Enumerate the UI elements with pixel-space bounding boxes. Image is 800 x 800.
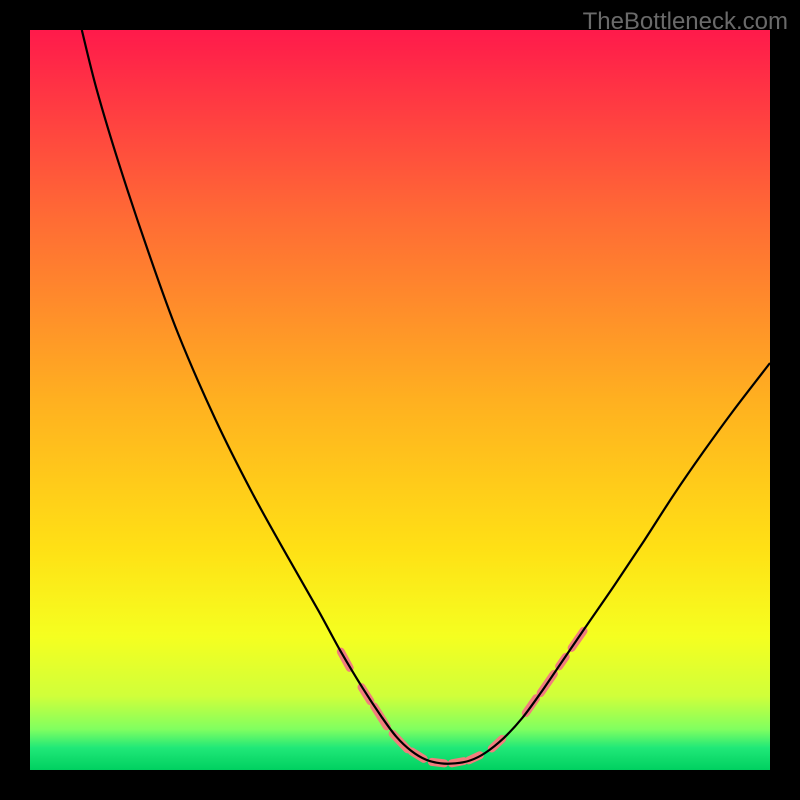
chart-svg xyxy=(30,30,770,770)
gradient-background xyxy=(30,30,770,770)
watermark-text: TheBottleneck.com xyxy=(583,8,788,36)
plot-area xyxy=(30,30,770,770)
